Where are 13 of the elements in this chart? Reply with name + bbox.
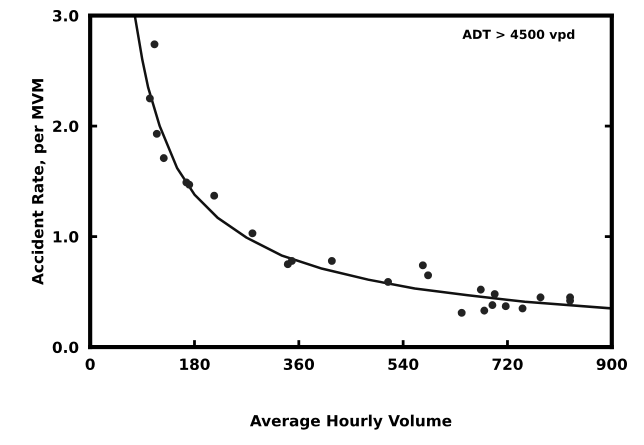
x-tick-label: 360 — [284, 358, 314, 370]
x-tick-label: 540 — [388, 358, 418, 370]
y-tick-label: 1.0 — [54, 231, 78, 243]
y-axis-title: Accident Rate, per MVM — [32, 79, 46, 285]
y-tick-label: 0.0 — [52, 342, 78, 354]
x-tick-label: 180 — [180, 358, 210, 370]
x-tick-label: 720 — [492, 358, 523, 370]
x-axis-title: Average Hourly Volume — [250, 414, 452, 430]
x-tick-label: 0 — [86, 358, 95, 370]
annotation: ADT > 4500 vpd — [462, 29, 574, 42]
y-tick-label: 2.0 — [53, 120, 78, 132]
y-tick-label: 3.0 — [53, 10, 78, 22]
x-tick-label: 900 — [596, 358, 628, 370]
